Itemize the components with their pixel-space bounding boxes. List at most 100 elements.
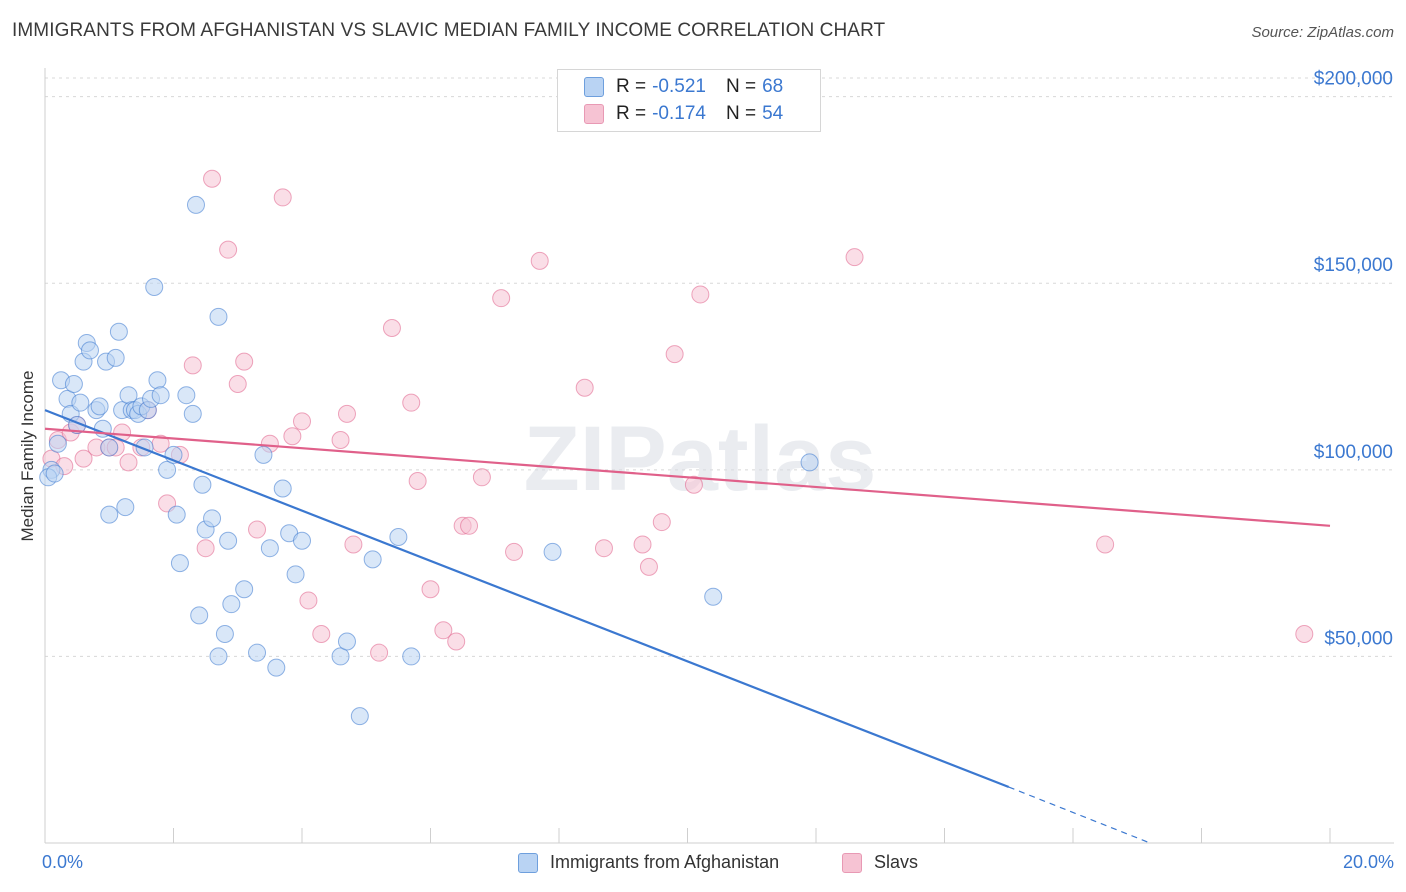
afghanistan-point xyxy=(337,632,356,651)
afghanistan-point xyxy=(183,404,202,423)
slavs-point xyxy=(196,539,215,558)
data-points xyxy=(39,169,1314,726)
afghanistan-point xyxy=(704,587,723,606)
afghanistan-point xyxy=(106,348,125,367)
n-value: 54 xyxy=(762,103,784,124)
slavs-point xyxy=(505,542,524,561)
slavs-point xyxy=(203,169,222,188)
slavs-point xyxy=(344,535,363,554)
slavs-point xyxy=(447,632,466,651)
n-value: 68 xyxy=(762,76,784,97)
slavs-point xyxy=(248,520,267,539)
y-tick-labels: $50,000 $100,000 $150,000 $200,000 xyxy=(1314,69,1393,650)
slavs-point xyxy=(460,516,479,535)
afghanistan-point xyxy=(158,460,177,479)
legend-label: Immigrants from Afghanistan xyxy=(550,852,780,872)
afghanistan-point xyxy=(331,647,350,666)
afghanistan-point xyxy=(260,539,279,558)
afghanistan-point xyxy=(170,554,189,573)
afghanistan-point xyxy=(186,195,205,214)
slavs-point xyxy=(633,535,652,554)
slavs-point xyxy=(421,580,440,599)
afghanistan-point xyxy=(45,464,64,483)
afghanistan-point xyxy=(209,307,228,326)
legend-label: Slavs xyxy=(874,852,919,872)
slavs-point xyxy=(492,289,511,308)
slavs-point xyxy=(228,375,247,393)
slavs-point xyxy=(575,378,594,397)
slavs-point xyxy=(312,625,331,644)
afghanistan-point xyxy=(235,580,254,599)
afghanistan-point xyxy=(350,707,369,726)
slavs-point xyxy=(594,539,613,558)
slavs-point xyxy=(299,591,318,610)
slavs-point xyxy=(283,427,302,446)
slavs-point xyxy=(408,472,427,491)
afghanistan-point xyxy=(80,341,99,360)
slavs-point xyxy=(652,513,671,532)
trend-lines xyxy=(44,409,1331,844)
afghanistan-point xyxy=(193,475,212,494)
slavs-point xyxy=(273,188,292,207)
slavs-point xyxy=(331,430,350,449)
y-tick-label: $50,000 xyxy=(1324,628,1393,649)
y-axis-label: Median Family Income xyxy=(18,370,37,542)
x-tick-label-min: 0.0% xyxy=(42,852,84,872)
afghanistan-point xyxy=(248,643,267,662)
afghanistan-point xyxy=(293,531,311,550)
slavs-point xyxy=(530,251,549,270)
afghanistan-point xyxy=(167,505,186,524)
afghanistan-point xyxy=(203,509,222,528)
afghanistan-point xyxy=(543,542,562,561)
blue-swatch-icon xyxy=(584,77,604,97)
afghanistan-point xyxy=(209,647,228,666)
afghanistan-point xyxy=(100,505,119,524)
afghanistan-point xyxy=(190,606,209,625)
afghanistan-point xyxy=(402,647,421,666)
afghanistan-point xyxy=(151,386,170,405)
slavs-point xyxy=(1295,625,1314,644)
afghanistan-point xyxy=(177,386,196,405)
slavs-point xyxy=(337,404,356,423)
slavs-point xyxy=(639,557,658,576)
slavs-trend-line xyxy=(44,427,1331,527)
afghanistan-point xyxy=(116,498,135,517)
watermark: ZIPatlas xyxy=(524,408,877,510)
afghanistan-point xyxy=(219,531,238,550)
slavs-point xyxy=(402,393,421,412)
slavs-point xyxy=(1096,535,1115,554)
blue-swatch-icon xyxy=(518,852,538,873)
y-tick-label: $200,000 xyxy=(1314,69,1393,90)
slavs-point xyxy=(472,468,491,487)
r-label: R = xyxy=(616,76,647,97)
afghanistan-trend-extension xyxy=(1008,786,1151,844)
afghanistan-point xyxy=(363,550,382,569)
slavs-point xyxy=(235,352,254,371)
slavs-point xyxy=(293,412,311,431)
n-label: N = xyxy=(725,103,757,124)
pink-swatch-icon xyxy=(842,852,862,873)
legend-row-afghanistan: R = -0.521 N = 68 xyxy=(584,75,783,99)
slavs-point xyxy=(119,453,138,472)
slavs-point xyxy=(370,643,389,662)
slavs-point xyxy=(219,240,238,259)
slavs-point xyxy=(74,449,93,468)
afghanistan-point xyxy=(286,565,305,584)
pink-swatch-icon xyxy=(584,104,604,124)
slavs-point xyxy=(684,475,703,494)
afghanistan-point xyxy=(109,322,128,341)
afghanistan-point xyxy=(48,434,67,453)
afghanistan-point xyxy=(215,625,234,644)
afghanistan-point xyxy=(273,479,292,498)
r-value: -0.174 xyxy=(652,103,706,124)
source-label: Source: ZipAtlas.com xyxy=(1251,24,1394,41)
afghanistan-point xyxy=(145,277,164,296)
y-tick-label: $150,000 xyxy=(1314,255,1393,276)
y-tick-label: $100,000 xyxy=(1314,442,1393,463)
series-legend: Immigrants from Afghanistan Slavs xyxy=(0,852,1406,878)
afghanistan-point xyxy=(71,393,90,412)
slavs-point xyxy=(183,356,202,375)
slavs-point xyxy=(434,621,453,640)
afghanistan-point xyxy=(800,453,819,472)
